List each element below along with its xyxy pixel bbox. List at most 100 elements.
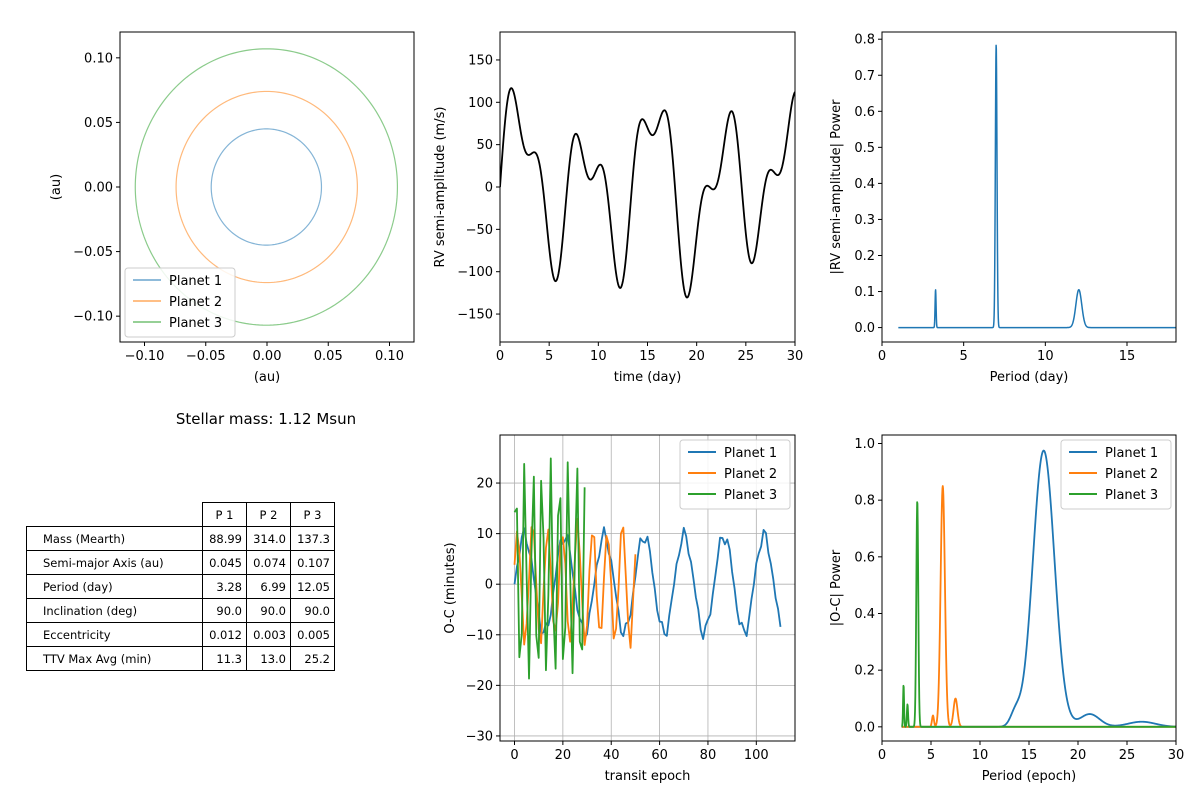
orbit-planet-1 (210, 128, 323, 246)
x-tick-label: −0.05 (186, 349, 226, 364)
table-cell: 0.074 (246, 550, 291, 575)
table-row: Period (day) 3.28 6.99 12.05 (26, 574, 335, 599)
legend-label-2: Planet 2 (724, 467, 777, 482)
ttv-line-planet-1 (513, 526, 782, 640)
x-axis-label: Period (day) (990, 370, 1069, 385)
x-tick-label: 60 (651, 748, 668, 763)
legend-label-1: Planet 1 (724, 446, 777, 461)
axes-frame (499, 31, 796, 343)
table-cell: 13.0 (246, 646, 291, 671)
row-label: Inclination (deg) (26, 598, 203, 623)
legend-frame (1060, 439, 1172, 510)
x-tick-label: 25 (1119, 748, 1136, 763)
y-axis-label: |O-C| Power (829, 549, 844, 626)
rv-curve (500, 87, 795, 299)
table-cell: 0.012 (202, 622, 247, 647)
legend-label-2: Planet 2 (169, 295, 222, 310)
table-corner (27, 503, 203, 527)
y-tick-label: 0 (485, 181, 493, 196)
x-axis-label: time (day) (614, 370, 682, 385)
y-tick-label: −10 (466, 628, 493, 643)
table-cell: 25.2 (290, 646, 335, 671)
x-tick-label: 5 (960, 349, 968, 364)
y-tick-label: 50 (476, 138, 493, 153)
y-axis-label: (au) (49, 174, 64, 200)
y-tick-label: 0.2 (854, 664, 875, 679)
x-tick-label: 0 (510, 748, 518, 763)
x-tick-label: 100 (744, 748, 769, 763)
row-label: Mass (Mearth) (26, 526, 203, 551)
y-tick-label: 20 (476, 477, 493, 492)
row-label: Eccentricity (26, 622, 203, 647)
x-tick-label: 15 (1119, 349, 1136, 364)
y-tick-label: 0.6 (854, 550, 875, 565)
y-tick-label: 0.0 (854, 321, 875, 336)
legend-label-3: Planet 3 (724, 488, 777, 503)
orbit-planet-3 (134, 48, 399, 326)
axes-ttv: 0 20 40 60 80 100 −30 −20 −10 0 10 20 transit epoch O… (443, 434, 796, 784)
y-tick-label: −50 (466, 223, 493, 238)
x-tick-label: 20 (688, 349, 705, 364)
legend-label-1: Planet 1 (1105, 446, 1158, 461)
table-cell: 0.003 (246, 622, 291, 647)
plot-area (513, 457, 782, 680)
row-label: Semi-major Axis (au) (26, 550, 203, 575)
x-axis-label: transit epoch (605, 769, 691, 784)
legend: Planet 1 Planet 2 Planet 3 (124, 267, 236, 338)
y-axis-label: |RV semi-amplitude| Power (829, 99, 844, 275)
x-tick-label: 5 (545, 349, 553, 364)
y-tick-label: 100 (468, 96, 493, 111)
y-tick-label: 0.05 (84, 116, 113, 131)
y-tick-label: 0.6 (854, 105, 875, 120)
x-tick-label: −0.10 (125, 349, 165, 364)
axes-orbits: −0.10 −0.05 0.00 0.05 0.10 −0.10 −0.05 0.00 0.05… (49, 31, 415, 385)
rv-power-line (897, 44, 1176, 329)
x-axis-label: (au) (254, 370, 280, 385)
legend-frame (679, 439, 791, 510)
table-row: Inclination (deg) 90.0 90.0 90.0 (26, 598, 335, 623)
x-tick-label: 0.00 (253, 349, 282, 364)
legend-label-2: Planet 2 (1105, 467, 1158, 482)
ttv-power-line-planet-3 (901, 501, 1176, 728)
x-tick-label: 25 (738, 349, 755, 364)
row-label: Period (day) (26, 574, 203, 599)
planet-parameters-table: P 1 P 2 P 3 Mass (Mearth) 88.99 314.0 13… (26, 502, 335, 671)
x-tick-label: 20 (555, 748, 572, 763)
x-tick-label: 0.05 (314, 349, 343, 364)
axes-rv_periodogram: 0 5 10 15 0.0 0.1 0.2 0.3 0.4 0.5 0.6 0.7 0.8 Period … (829, 31, 1177, 385)
table-cell: 0.045 (202, 550, 247, 575)
plot-area (134, 48, 399, 326)
legend-label-3: Planet 3 (169, 316, 222, 331)
y-tick-label: 0.4 (854, 177, 875, 192)
y-tick-label: 150 (468, 53, 493, 68)
x-tick-label: 15 (1021, 748, 1038, 763)
legend: Planet 1 Planet 2 Planet 3 (1060, 439, 1172, 510)
x-tick-label: 15 (639, 349, 656, 364)
table-row: Eccentricity 0.012 0.003 0.005 (26, 622, 335, 647)
table-cell: 11.3 (202, 646, 247, 671)
legend-frame (124, 267, 236, 338)
x-tick-label: 80 (700, 748, 717, 763)
y-tick-label: 0.4 (854, 607, 875, 622)
table-row: Mass (Mearth) 88.99 314.0 137.3 (26, 526, 335, 551)
axes-ttv_periodogram: 0 5 10 15 20 25 30 0.0 0.2 0.4 0.6 0.8 1.0 Period (ep… (829, 434, 1185, 784)
y-tick-label: −20 (466, 679, 493, 694)
x-axis-label: Period (epoch) (982, 769, 1076, 784)
header-p2: P 2 (246, 502, 291, 527)
axes-frame (881, 31, 1177, 343)
y-tick-label: 0.00 (84, 181, 113, 196)
x-tick-label: 30 (1168, 748, 1185, 763)
table-cell: 88.99 (202, 526, 247, 551)
table-cell: 90.0 (290, 598, 335, 623)
x-tick-label: 5 (927, 748, 935, 763)
x-tick-label: 0.10 (375, 349, 404, 364)
x-tick-label: 0 (496, 349, 504, 364)
y-tick-label: −30 (466, 729, 493, 744)
y-tick-label: 0.2 (854, 249, 875, 264)
ttv-power-line-planet-2 (901, 485, 1176, 728)
y-tick-label: 0.7 (854, 69, 875, 84)
y-tick-label: −0.05 (73, 245, 113, 260)
y-tick-label: 0 (485, 578, 493, 593)
table-cell: 137.3 (290, 526, 335, 551)
